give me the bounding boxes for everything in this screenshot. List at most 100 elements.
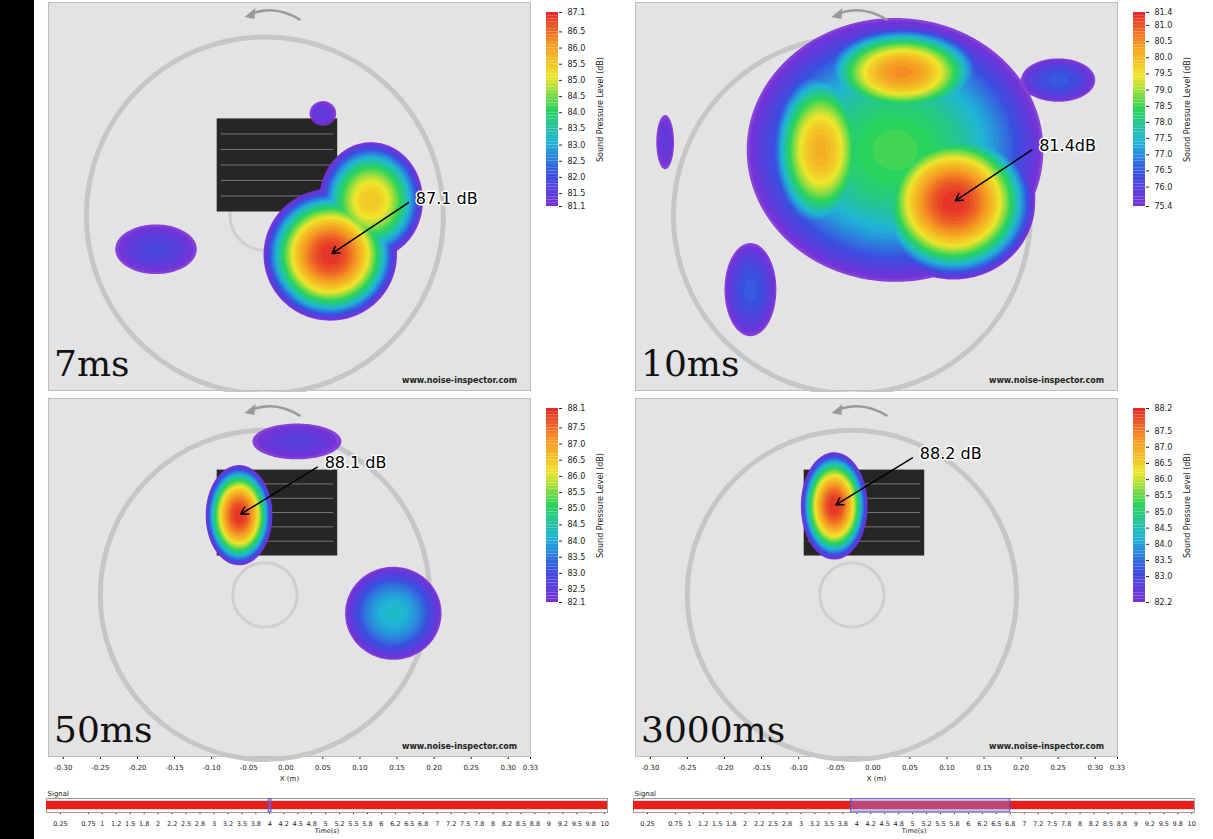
svg-text:85.5: 85.5 <box>568 60 586 69</box>
svg-text:87.0: 87.0 <box>1155 443 1173 452</box>
svg-text:0.30: 0.30 <box>1087 764 1103 772</box>
svg-text:88.2: 88.2 <box>1155 404 1173 413</box>
svg-text:0.33: 0.33 <box>523 764 539 772</box>
svg-text:7: 7 <box>435 820 439 828</box>
svg-text:86.0: 86.0 <box>568 44 586 53</box>
svg-text:3: 3 <box>799 820 803 828</box>
svg-text:-0.10: -0.10 <box>790 764 808 772</box>
svg-text:85.5: 85.5 <box>568 488 586 497</box>
svg-text:-0.10: -0.10 <box>203 764 221 772</box>
svg-text:3.2: 3.2 <box>810 820 820 828</box>
svg-text:9.8: 9.8 <box>586 820 596 828</box>
svg-text:1.2: 1.2 <box>698 820 708 828</box>
svg-text:8.5: 8.5 <box>516 820 526 828</box>
svg-text:88.1: 88.1 <box>568 404 586 413</box>
svg-text:0.10: 0.10 <box>939 764 955 772</box>
svg-text:0.00: 0.00 <box>278 764 294 772</box>
svg-text:82.0: 82.0 <box>568 173 586 182</box>
svg-text:81.1: 81.1 <box>568 202 586 211</box>
svg-text:0.25: 0.25 <box>53 820 67 828</box>
svg-text:2.8: 2.8 <box>782 820 792 828</box>
svg-text:7.8: 7.8 <box>474 820 484 828</box>
svg-text:9.2: 9.2 <box>558 820 568 828</box>
svg-text:0.25: 0.25 <box>463 764 479 772</box>
svg-text:81.4dB: 81.4dB <box>1039 136 1096 155</box>
svg-text:Time(s): Time(s) <box>314 827 339 835</box>
svg-text:4: 4 <box>855 820 859 828</box>
svg-text:78.5: 78.5 <box>1155 102 1173 111</box>
svg-text:82.5: 82.5 <box>568 157 586 166</box>
svg-text:1.5: 1.5 <box>125 820 135 828</box>
svg-text:85.0: 85.0 <box>1155 508 1173 517</box>
svg-text:75.4: 75.4 <box>1155 202 1173 211</box>
svg-text:83.5: 83.5 <box>568 553 586 562</box>
svg-text:0.25: 0.25 <box>640 820 654 828</box>
svg-text:87.5: 87.5 <box>568 423 586 432</box>
svg-text:8.2: 8.2 <box>502 820 512 828</box>
svg-text:0.75: 0.75 <box>81 820 95 828</box>
svg-text:4.5: 4.5 <box>293 820 303 828</box>
svg-text:82.2: 82.2 <box>1155 598 1173 607</box>
svg-text:2.5: 2.5 <box>768 820 778 828</box>
svg-text:-0.25: -0.25 <box>678 764 696 772</box>
svg-text:76.5: 76.5 <box>1155 166 1173 175</box>
svg-text:87.0: 87.0 <box>568 440 586 449</box>
svg-text:0.20: 0.20 <box>426 764 442 772</box>
svg-text:81.5: 81.5 <box>568 189 586 198</box>
svg-text:Sound Pressure Level (dB): Sound Pressure Level (dB) <box>596 57 605 162</box>
svg-text:5.5: 5.5 <box>348 820 358 828</box>
svg-text:-0.30: -0.30 <box>54 764 72 772</box>
svg-text:86.0: 86.0 <box>568 472 586 481</box>
svg-text:2.5: 2.5 <box>181 820 191 828</box>
svg-text:-0.25: -0.25 <box>91 764 109 772</box>
svg-text:80.5: 80.5 <box>1155 37 1173 46</box>
svg-text:6.2: 6.2 <box>390 820 400 828</box>
svg-text:77.5: 77.5 <box>1155 134 1173 143</box>
svg-text:4: 4 <box>268 820 272 828</box>
svg-text:7.8: 7.8 <box>1061 820 1071 828</box>
svg-text:87.5: 87.5 <box>1155 427 1173 436</box>
svg-text:2.8: 2.8 <box>195 820 205 828</box>
svg-text:8.5: 8.5 <box>1103 820 1113 828</box>
svg-text:9.2: 9.2 <box>1145 820 1155 828</box>
svg-text:-0.05: -0.05 <box>240 764 258 772</box>
svg-text:2: 2 <box>743 820 747 828</box>
svg-text:77.0: 77.0 <box>1155 150 1173 159</box>
svg-text:9: 9 <box>1134 820 1138 828</box>
svg-text:-0.30: -0.30 <box>641 764 659 772</box>
svg-text:9.5: 9.5 <box>1159 820 1169 828</box>
svg-text:0.30: 0.30 <box>500 764 516 772</box>
svg-text:0.05: 0.05 <box>315 764 331 772</box>
svg-text:6.5: 6.5 <box>991 820 1001 828</box>
svg-text:-0.20: -0.20 <box>128 764 146 772</box>
svg-text:4.2: 4.2 <box>279 820 289 828</box>
svg-text:84.0: 84.0 <box>1155 540 1173 549</box>
svg-text:-0.15: -0.15 <box>752 764 770 772</box>
svg-text:Sound Pressure Level (dB): Sound Pressure Level (dB) <box>1183 453 1192 558</box>
svg-text:7.2: 7.2 <box>446 820 456 828</box>
svg-text:8: 8 <box>491 820 495 828</box>
svg-text:79.5: 79.5 <box>1155 69 1173 78</box>
svg-text:Time(s): Time(s) <box>901 827 926 835</box>
svg-text:88.1 dB: 88.1 dB <box>325 453 387 472</box>
svg-text:83.5: 83.5 <box>568 124 586 133</box>
svg-text:1.2: 1.2 <box>111 820 121 828</box>
svg-text:81.4: 81.4 <box>1155 8 1173 17</box>
svg-text:9.5: 9.5 <box>572 820 582 828</box>
svg-text:9: 9 <box>547 820 551 828</box>
svg-text:1.5: 1.5 <box>712 820 722 828</box>
svg-text:2.2: 2.2 <box>754 820 764 828</box>
svg-text:4.2: 4.2 <box>866 820 876 828</box>
svg-text:-0.05: -0.05 <box>827 764 845 772</box>
svg-text:8: 8 <box>1078 820 1082 828</box>
svg-text:6.2: 6.2 <box>977 820 987 828</box>
svg-text:86.5: 86.5 <box>1155 459 1173 468</box>
svg-text:1: 1 <box>687 820 691 828</box>
svg-text:Sound Pressure Level (dB): Sound Pressure Level (dB) <box>596 453 605 558</box>
svg-text:-0.15: -0.15 <box>165 764 183 772</box>
svg-text:1: 1 <box>100 820 104 828</box>
svg-text:7.5: 7.5 <box>460 820 470 828</box>
svg-text:7.5: 7.5 <box>1047 820 1057 828</box>
svg-text:84.5: 84.5 <box>1155 524 1173 533</box>
svg-text:82.1: 82.1 <box>568 598 586 607</box>
